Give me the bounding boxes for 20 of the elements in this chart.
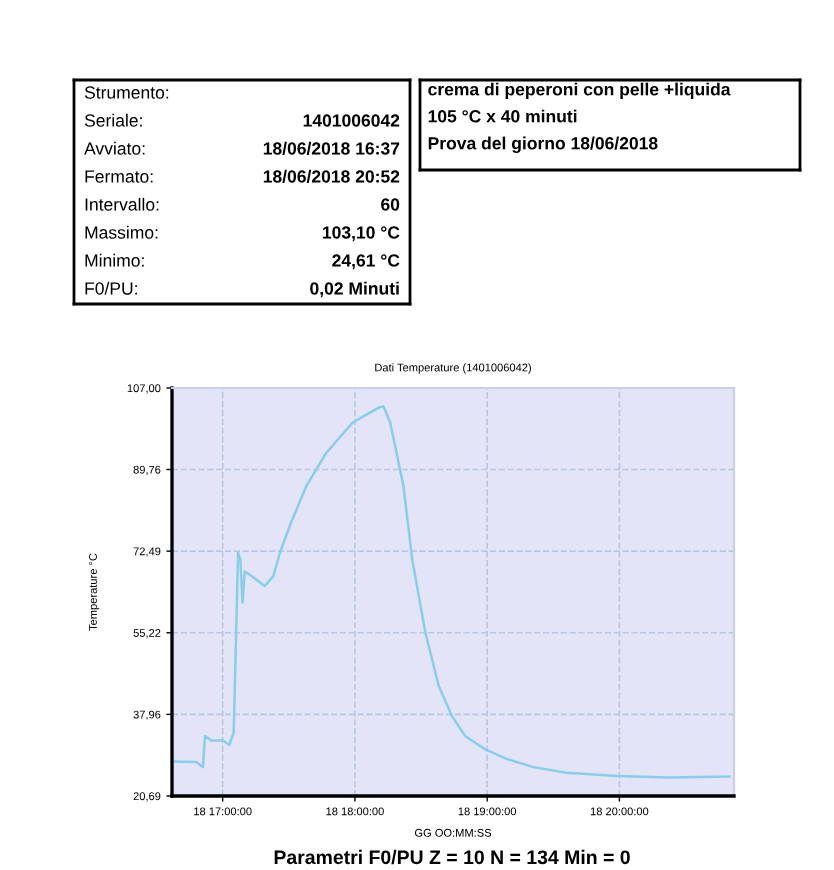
text: Massimo: [85,225,158,239]
text: 1401006042 [303,114,400,127]
text: 24,61 °C [332,254,400,270]
text: 18/06/2018 16:37 [263,141,400,155]
text: F0/PU: [85,281,137,295]
text: Avviato: [84,141,145,155]
text: 103,10 °C [323,226,400,242]
text: Parametri F0/PU Z = 10 N = 134 Min = 0 [274,849,630,865]
text: crema di peperoni con pelle +liquida [428,82,731,99]
text: Prova del giorno 18/06/2018 [428,136,658,153]
text: Fermato: [85,170,153,183]
text: 60 [381,198,400,211]
line-series [172,405,731,779]
text: Seriale: [84,113,142,127]
text: 0,02 Minuti [310,281,399,298]
text: 18/06/2018 20:52 [263,169,400,183]
text: Minimo: [85,253,144,267]
text: 105 °C x 40 minuti [428,109,577,123]
text: Strumento: [84,86,169,99]
text: Intervallo: [85,197,159,211]
